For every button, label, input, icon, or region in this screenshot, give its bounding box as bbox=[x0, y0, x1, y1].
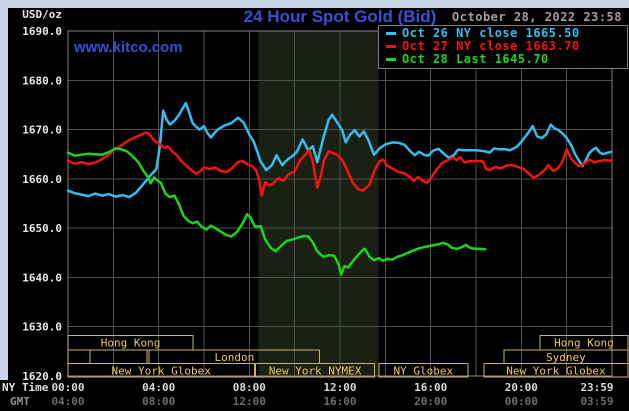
session-label: Sydney bbox=[546, 351, 586, 364]
x-tick-label: 03:59 bbox=[580, 395, 613, 408]
x-tick-label: 20:00 bbox=[414, 395, 447, 408]
legend-label-oct27: Oct 27 NY close 1663.70 bbox=[402, 39, 580, 53]
oct26-line-swatch-icon bbox=[386, 32, 396, 35]
x-tick-label: 23:59 bbox=[580, 381, 613, 394]
x-axis-row-label-gmt: GMT bbox=[10, 395, 30, 408]
y-tick-label: 1650.0 bbox=[22, 222, 62, 235]
x-axis-row-label-ny-time: NY Time bbox=[2, 381, 49, 394]
x-tick-label: 08:00 bbox=[142, 395, 175, 408]
y-tick-label: 1690.0 bbox=[22, 25, 62, 38]
x-tick-label: 20:00 bbox=[505, 381, 538, 394]
x-tick-label: 00:00 bbox=[505, 395, 538, 408]
series-line-oct-28 bbox=[66, 147, 487, 276]
legend-label-oct26: Oct 26 NY close 1665.50 bbox=[402, 26, 580, 40]
session-label: New York Globex bbox=[111, 365, 211, 378]
legend-label-oct28: Oct 28 Last 1645.70 bbox=[402, 52, 549, 66]
x-tick-label: 16:00 bbox=[323, 395, 356, 408]
timestamp: October 28, 2022 23:58 bbox=[452, 10, 622, 24]
oct28-line-swatch-icon bbox=[386, 58, 396, 61]
series-line-oct-26 bbox=[66, 101, 613, 199]
session-box bbox=[89, 349, 148, 364]
y-tick-label: 1630.0 bbox=[22, 321, 62, 334]
kitco-watermark-link[interactable]: www.kitco.com bbox=[74, 39, 183, 56]
nymex-session-band bbox=[258, 31, 379, 376]
session-label: NY Globex bbox=[393, 365, 453, 378]
x-tick-label: 16:00 bbox=[414, 381, 447, 394]
series-line-oct-27 bbox=[66, 131, 613, 197]
plot-border bbox=[67, 30, 613, 377]
legend-item-oct27: Oct 27 NY close 1663.70 bbox=[379, 40, 627, 53]
session-label: New York NYMEX bbox=[269, 365, 362, 378]
chart-title: 24 Hour Spot Gold (Bid) bbox=[243, 7, 437, 26]
session-label: New York Globex bbox=[506, 365, 606, 378]
x-tick-label: 04:00 bbox=[142, 381, 175, 394]
x-tick-label: 08:00 bbox=[233, 381, 266, 394]
session-box bbox=[67, 363, 255, 378]
session-box bbox=[483, 363, 629, 378]
x-tick-label: 04:00 bbox=[51, 395, 84, 408]
session-box bbox=[378, 363, 469, 378]
frame-left-strip bbox=[0, 8, 8, 380]
y-tick-label: 1660.0 bbox=[22, 173, 62, 186]
session-box bbox=[67, 349, 91, 364]
y-tick-label: 1620.0 bbox=[22, 370, 62, 383]
legend-item-oct28: Oct 28 Last 1645.70 bbox=[379, 53, 627, 66]
legend: Oct 26 NY close 1665.50 Oct 27 NY close … bbox=[378, 25, 628, 69]
legend-item-oct26: Oct 26 NY close 1665.50 bbox=[379, 27, 627, 40]
y-tick-label: 1670.0 bbox=[22, 124, 62, 137]
x-tick-label: 12:00 bbox=[323, 381, 356, 394]
y-tick-label: 1680.0 bbox=[22, 74, 62, 87]
y-tick-label: 1640.0 bbox=[22, 271, 62, 284]
session-label: Hong Kong bbox=[554, 337, 614, 350]
session-label: London bbox=[214, 351, 254, 364]
x-tick-label: 12:00 bbox=[233, 395, 266, 408]
session-label: Hong Kong bbox=[101, 337, 161, 350]
oct27-line-swatch-icon bbox=[386, 45, 396, 48]
session-box bbox=[254, 363, 376, 378]
y-axis-unit-label: USD/oz bbox=[22, 8, 62, 21]
frame-top-strip bbox=[0, 0, 629, 8]
x-tick-label: 00:00 bbox=[51, 381, 84, 394]
